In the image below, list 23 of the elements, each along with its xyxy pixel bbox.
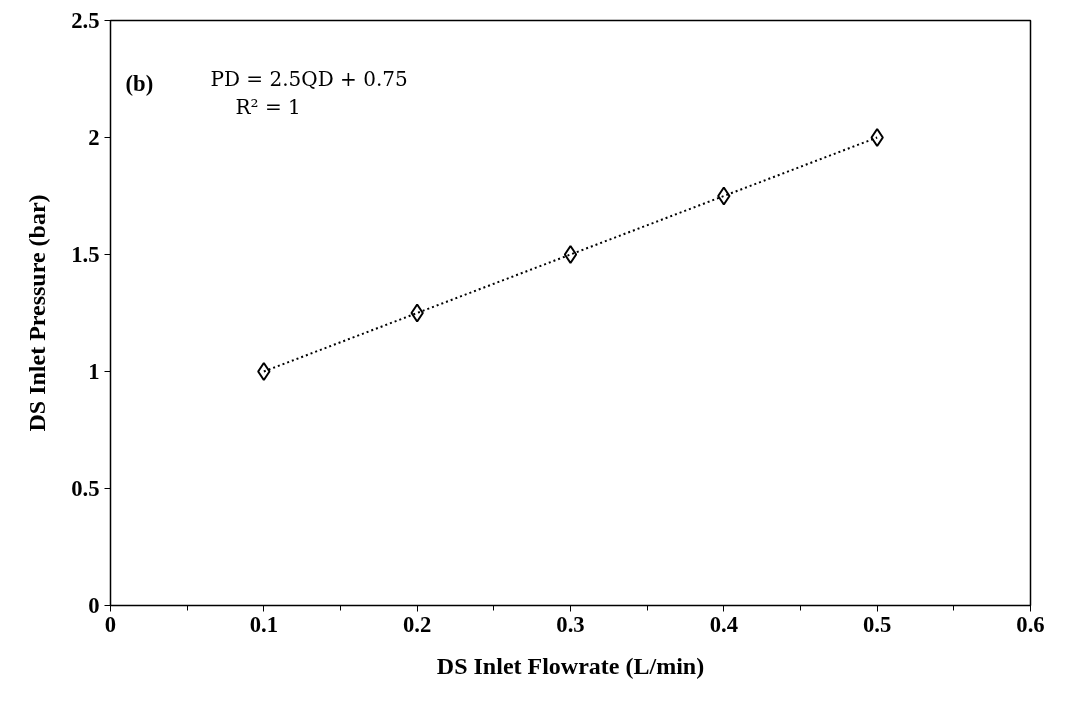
- point: [257, 362, 271, 381]
- x-axis-title: DS Inlet Flowrate (L/min): [436, 652, 705, 679]
- y-tick-label: 0: [88, 593, 100, 618]
- y-tick-label: 2.5: [71, 8, 100, 33]
- y-tick-label: 1: [88, 359, 100, 384]
- point: [410, 303, 424, 323]
- x-tick-label: 0.6: [1016, 611, 1045, 637]
- x-tick-label: 0.2: [403, 611, 432, 637]
- annotation: R² = 1: [235, 94, 301, 119]
- y-tick-label: 1.5: [71, 242, 100, 267]
- y-axis-title: DS Inlet Pressure (bar): [24, 194, 51, 432]
- annotation: PD = 2.5QD + 0.75: [210, 66, 408, 91]
- point: [870, 128, 884, 147]
- x-tick-label: 0.5: [863, 611, 892, 637]
- point: [563, 245, 578, 264]
- annotation: (b): [125, 70, 154, 96]
- x-tick-label: 0.4: [709, 611, 738, 637]
- x-tick-label: 0.3: [556, 611, 585, 637]
- y-tick-label: 0.5: [71, 476, 100, 501]
- y-tick-label: 2: [88, 125, 100, 150]
- point: [717, 186, 731, 206]
- x-tick-label: 0.1: [249, 611, 278, 637]
- x-tick-label: 0: [104, 611, 117, 637]
